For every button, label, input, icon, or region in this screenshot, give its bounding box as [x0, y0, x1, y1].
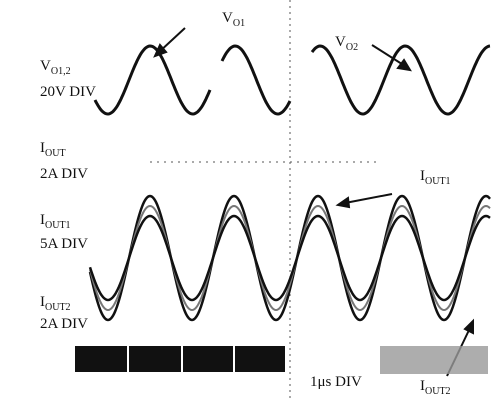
label-main: V	[40, 58, 51, 74]
label-main: 20V DIV	[40, 84, 96, 100]
label-main: 2A DIV	[40, 316, 88, 332]
label: 5A DIV	[40, 236, 88, 252]
scope-capture: VO1VO2VO1,220V DIVIOUT2A DIVIOUT1IOUT15A…	[0, 0, 492, 400]
label-main: 2A DIV	[40, 166, 88, 182]
label: 2A DIV	[40, 166, 88, 182]
label-sub: O2	[346, 42, 358, 53]
label-main: V	[335, 34, 346, 50]
status-box	[235, 346, 285, 372]
trigger-box	[380, 346, 488, 374]
status-box	[183, 346, 233, 372]
label-main: 5A DIV	[40, 236, 88, 252]
label-main: 1μs DIV	[310, 374, 362, 390]
status-box	[129, 346, 181, 372]
label-sub: O1,2	[51, 66, 71, 77]
label-sub: OUT1	[425, 176, 451, 187]
label-main: V	[222, 10, 233, 26]
label-sub: O1	[233, 18, 245, 29]
label-sub: OUT2	[425, 386, 451, 397]
label: 20V DIV	[40, 84, 96, 100]
status-boxes	[75, 346, 488, 374]
label: 1μs DIV	[310, 374, 362, 390]
label-sub: OUT1	[45, 220, 71, 231]
status-box	[75, 346, 127, 372]
label-sub: OUT2	[45, 302, 71, 313]
label: 2A DIV	[40, 316, 88, 332]
label-sub: OUT	[45, 148, 66, 159]
